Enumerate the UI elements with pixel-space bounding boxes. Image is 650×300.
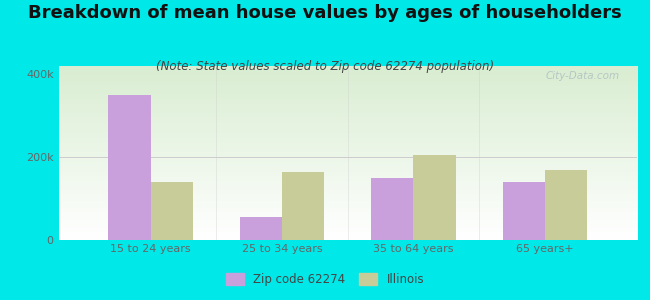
Bar	[282, 172, 324, 240]
Legend: Zip code 62274, Illinois: Zip code 62274, Illinois	[221, 268, 429, 291]
Bar	[371, 178, 413, 240]
Text: City-Data.com: City-Data.com	[545, 71, 619, 81]
Bar	[151, 182, 192, 240]
Bar	[413, 155, 456, 240]
Text: (Note: State values scaled to Zip code 62274 population): (Note: State values scaled to Zip code 6…	[156, 60, 494, 73]
Bar	[545, 169, 587, 240]
Bar	[240, 217, 282, 240]
Text: Breakdown of mean house values by ages of householders: Breakdown of mean house values by ages o…	[28, 4, 622, 22]
Bar	[109, 95, 151, 240]
Bar	[503, 182, 545, 240]
